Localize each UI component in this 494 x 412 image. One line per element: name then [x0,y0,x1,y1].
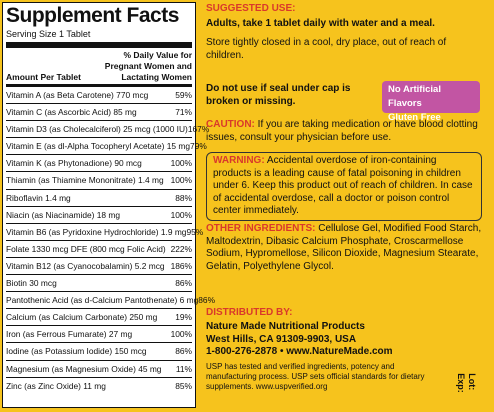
facts-row: Thiamin (as Thiamine Mononitrate) 1.4 mg… [6,172,192,190]
daily-value: 88% [175,192,192,203]
nutrient: Magnesium (as Magnesium Oxide) 45 mg [6,363,162,374]
facts-row: Iron (as Ferrous Fumarate) 27 mg 100% [6,326,192,344]
exp-label: Exp: [455,373,466,393]
caution-heading: CAUTION: [206,119,255,130]
facts-row: Magnesium (as Magnesium Oxide) 45 mg 11% [6,361,192,378]
badge-text: Gluten Free [388,112,441,123]
nutrient: Iron (as Ferrous Fumarate) 27 mg [6,329,133,340]
nutrient: Vitamin B12 (as Cyanocobalamin) 5.2 mcg [6,260,165,271]
nutrient: Vitamin D3 (as Cholecalciferol) 25 mcg (… [6,124,188,135]
nutrient: Riboflavin 1.4 mg [6,192,71,203]
daily-value: 71% [175,107,192,118]
amount-header: Amount Per Tablet [6,72,192,87]
warning-heading: WARNING: [213,155,265,166]
daily-value: 79% [190,141,207,152]
storage: Store tightly closed in a cool, dry plac… [206,37,447,61]
facts-row: Vitamin A (as Beta Carotene) 770 mcg 59% [6,87,192,105]
distributor: Nature Made Nutritional Products West Hi… [206,321,484,359]
facts-row: Pantothenic Acid (as d-Calcium Pantothen… [6,292,215,310]
ingredients-heading: OTHER INGREDIENTS: [206,223,316,234]
nutrient: Vitamin K (as Phytonadione) 90 mcg [6,158,142,169]
caution: CAUTION: If you are taking medication or… [206,119,482,144]
facts-rows: Vitamin A (as Beta Carotene) 770 mcg 59% V… [6,87,215,394]
nutrient: Biotin 30 mcg [6,278,57,289]
distributor-heading: DISTRIBUTED BY: [206,307,293,318]
supplement-facts: Supplement Facts Serving Size 1 Tablet %… [2,2,215,408]
facts-row: Vitamin C (as Ascorbic Acid) 85 mg 71% [6,104,192,122]
nutrient: Niacin (as Niacinamide) 18 mg [6,209,121,220]
daily-value: 100% [170,329,192,340]
lot-label: Lot: [466,373,477,391]
serving-size: Serving Size 1 Tablet [6,28,192,48]
nutrient: Vitamin E (as dl-Alpha Tocopheryl Acetat… [6,141,191,152]
nutrient: Folate 1330 mcg DFE (800 mcg Folic Acid) [6,243,166,254]
nutrient: Zinc (as Zinc Oxide) 11 mg [6,380,106,391]
nutrient: Vitamin C (as Ascorbic Acid) 85 mg [6,107,137,118]
facts-row: Niacin (as Niacinamide) 18 mg 100% [6,207,192,224]
badge-text: No Artificial Flavors [388,84,441,109]
daily-value: 86% [198,295,216,306]
daily-value: 86% [175,278,192,289]
other-ingredients: OTHER INGREDIENTS: Cellulose Gel, Modifi… [206,223,482,273]
daily-value: 86% [175,346,192,357]
caution-text: If you are taking medication or have blo… [206,119,478,143]
daily-value: 59% [175,90,192,100]
nutrient: Vitamin B6 (as Pyridoxine Hydrochloride)… [6,226,187,237]
daily-value: 167% [187,124,210,135]
suggested-use-text: Adults, take 1 tablet daily with water a… [206,18,435,29]
facts-row: Vitamin K (as Phytonadione) 90 mcg 100% [6,155,192,173]
daily-value: 95% [186,226,204,237]
nutrient: Thiamin (as Thiamine Mononitrate) 1.4 mg [6,175,164,186]
distributor-line: 1-800-276-2878 • www.NatureMade.com [206,346,393,357]
facts-row: Vitamin B6 (as Pyridoxine Hydrochloride)… [6,224,203,241]
facts-row: Riboflavin 1.4 mg 88% [6,190,192,207]
nutrient: Vitamin A (as Beta Carotene) 770 mcg [6,90,149,100]
daily-value: 11% [175,363,192,374]
nutrient: Iodine (as Potassium Iodide) 150 mcg [6,346,147,357]
usp-note: USP has tested and verified ingredients,… [206,362,425,391]
facts-title: Supplement Facts [6,4,179,27]
facts-row: Folate 1330 mcg DFE (800 mcg Folic Acid)… [6,241,192,258]
nutrient: Pantothenic Acid (as d-Calcium Pantothen… [6,295,199,306]
facts-row: Biotin 30 mcg 86% [6,275,192,293]
warning-text: Accidental overdose of iron-containing p… [213,155,473,216]
daily-value: 100% [170,209,192,220]
ingredients-text: Cellulose Gel, Modified Food Starch, Mal… [206,223,482,272]
daily-value: 100% [170,158,192,169]
distributor-line: Nature Made Nutritional Products [206,321,365,332]
badge: No Artificial Flavors Gluten Free [382,81,480,123]
facts-row: Vitamin B12 (as Cyanocobalamin) 5.2 mcg 1… [6,258,192,276]
dv-header: % Daily Value for Pregnant Women and Lac… [104,50,192,82]
seal-notice: Do not use if seal under cap is broken o… [206,83,351,107]
facts-row: Zinc (as Zinc Oxide) 11 mg 85% [6,378,192,394]
suggested-use-heading: SUGGESTED USE: [206,3,296,14]
daily-value: 186% [170,260,192,271]
lot-exp: Lot: Exp: [455,373,477,393]
distributor-line: West Hills, CA 91309-9903, USA [206,333,357,345]
facts-row: Vitamin D3 (as Cholecalciferol) 25 mcg (… [6,121,209,139]
nutrient: Calcium (as Calcium Carbonate) 250 mg [6,312,158,323]
facts-row: Iodine (as Potassium Iodide) 150 mcg 86% [6,343,192,361]
daily-value: 85% [175,380,192,391]
facts-row: Vitamin E (as dl-Alpha Tocopheryl Acetat… [6,138,207,156]
daily-value: 19% [175,312,192,323]
facts-row: Calcium (as Calcium Carbonate) 250 mg 19% [6,309,192,327]
daily-value: 222% [170,243,192,254]
daily-value: 100% [170,175,192,186]
warning-box: WARNING: Accidental overdose of iron-con… [206,152,482,221]
